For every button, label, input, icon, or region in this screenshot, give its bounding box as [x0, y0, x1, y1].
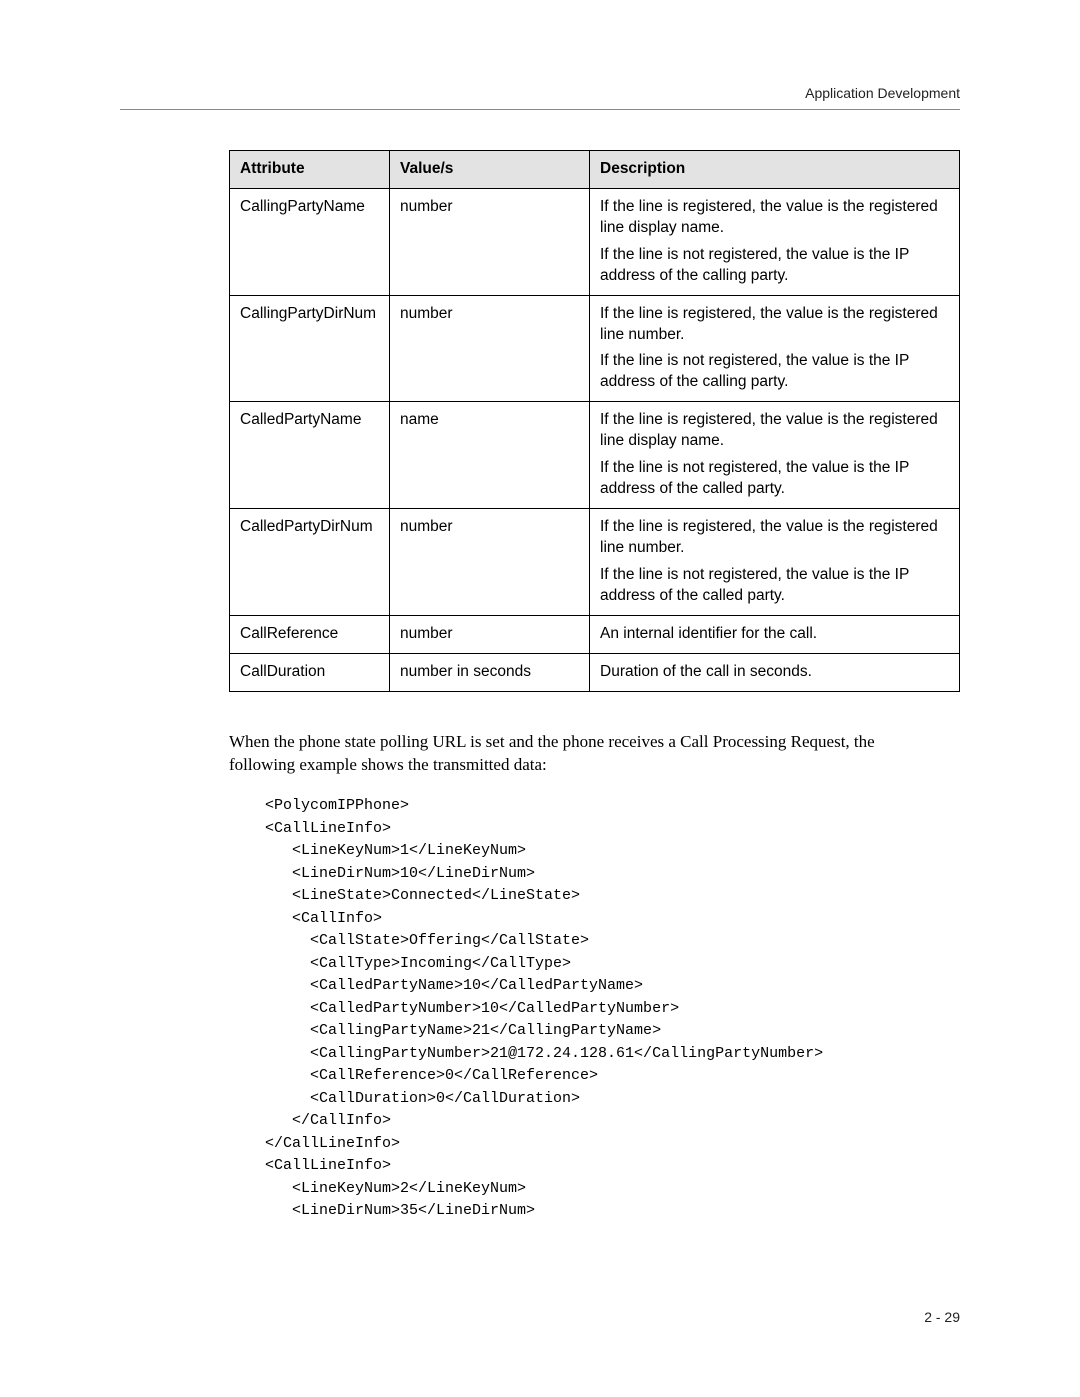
table-row: CallingPartyName number If the line is r…: [230, 188, 960, 295]
cell-desc: If the line is registered, the value is …: [590, 295, 960, 402]
table-row: CallReference number An internal identif…: [230, 615, 960, 653]
desc-p1: If the line is registered, the value is …: [600, 410, 949, 452]
body-paragraph: When the phone state polling URL is set …: [229, 730, 929, 778]
attributes-table: Attribute Value/s Description CallingPar…: [229, 150, 960, 692]
cell-desc: If the line is registered, the value is …: [590, 188, 960, 295]
cell-attr: CallDuration: [230, 653, 390, 691]
desc-p2: If the line is not registered, the value…: [600, 565, 949, 607]
th-description: Description: [590, 151, 960, 189]
header-rule: [120, 109, 960, 110]
cell-desc: If the line is registered, the value is …: [590, 508, 960, 615]
table-row: CallDuration number in seconds Duration …: [230, 653, 960, 691]
cell-attr: CalledPartyDirNum: [230, 508, 390, 615]
desc-p2: If the line is not registered, the value…: [600, 351, 949, 393]
table-row: CalledPartyName name If the line is regi…: [230, 402, 960, 509]
cell-values: number: [390, 188, 590, 295]
th-attribute: Attribute: [230, 151, 390, 189]
desc-p2: If the line is not registered, the value…: [600, 245, 949, 287]
table-row: CallingPartyDirNum number If the line is…: [230, 295, 960, 402]
desc-p1: If the line is registered, the value is …: [600, 304, 949, 346]
table-row: CalledPartyDirNum number If the line is …: [230, 508, 960, 615]
desc-p1: If the line is registered, the value is …: [600, 197, 949, 239]
cell-values: name: [390, 402, 590, 509]
th-values: Value/s: [390, 151, 590, 189]
cell-attr: CalledPartyName: [230, 402, 390, 509]
cell-desc: Duration of the call in seconds.: [590, 653, 960, 691]
cell-values: number: [390, 295, 590, 402]
desc-p1: An internal identifier for the call.: [600, 624, 949, 645]
cell-attr: CallingPartyName: [230, 188, 390, 295]
cell-desc: If the line is registered, the value is …: [590, 402, 960, 509]
desc-p2: If the line is not registered, the value…: [600, 458, 949, 500]
cell-desc: An internal identifier for the call.: [590, 615, 960, 653]
cell-values: number in seconds: [390, 653, 590, 691]
running-header: Application Development: [120, 85, 960, 101]
cell-attr: CallingPartyDirNum: [230, 295, 390, 402]
page-number: 2 - 29: [924, 1309, 960, 1325]
code-block: <PolycomIPPhone> <CallLineInfo> <LineKey…: [265, 795, 960, 1223]
desc-p1: If the line is registered, the value is …: [600, 517, 949, 559]
cell-attr: CallReference: [230, 615, 390, 653]
desc-p1: Duration of the call in seconds.: [600, 662, 949, 683]
cell-values: number: [390, 508, 590, 615]
cell-values: number: [390, 615, 590, 653]
table-header-row: Attribute Value/s Description: [230, 151, 960, 189]
